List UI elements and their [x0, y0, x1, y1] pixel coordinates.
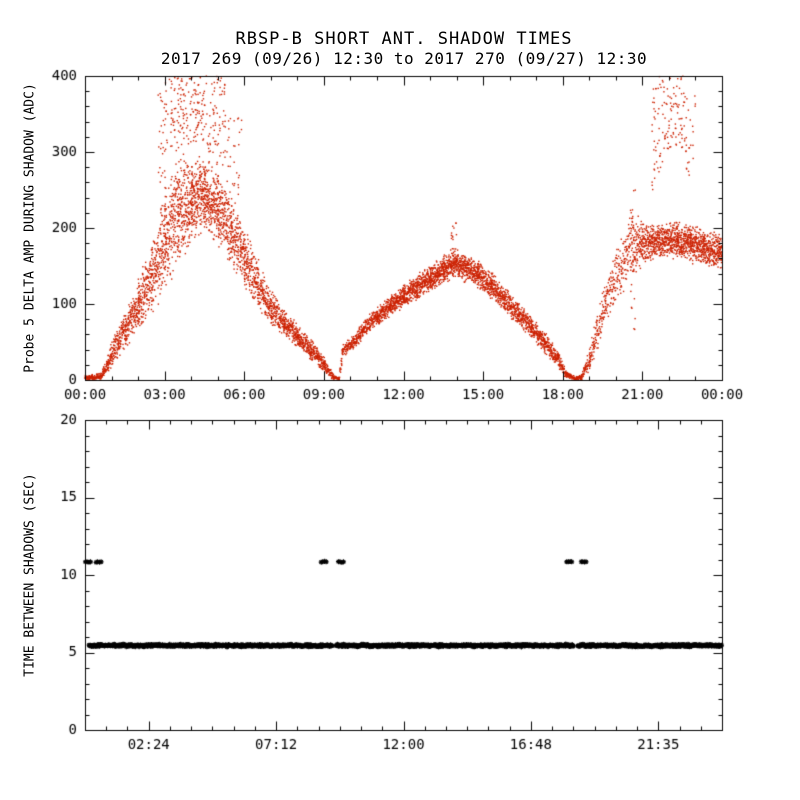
- chart-title: RBSP-B SHORT ANT. SHADOW TIMES: [235, 29, 573, 49]
- chart-subtitle: 2017 269 (09/26) 12:30 to 2017 270 (09/2…: [160, 49, 648, 68]
- top-y-axis-label: Probe 5 DELTA AMP DURING SHADOW (ADC): [22, 83, 38, 373]
- bottom-y-axis-label: TIME BETWEEN SHADOWS (SEC): [22, 473, 38, 677]
